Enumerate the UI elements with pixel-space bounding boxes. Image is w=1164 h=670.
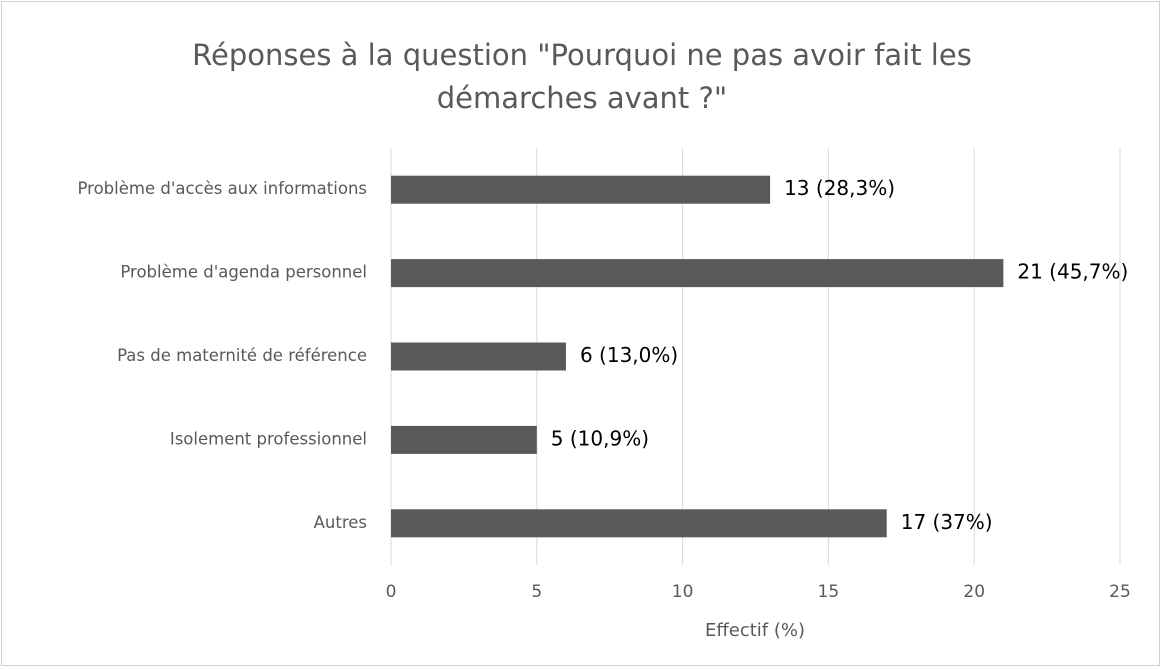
data-label: 21 (45,7%) — [1017, 260, 1128, 284]
x-tick-label: 0 — [386, 582, 397, 602]
y-tick-label: Pas de maternité de référence — [117, 346, 367, 365]
x-axis-label: Effectif (%) — [705, 620, 805, 641]
x-tick-label: 25 — [1109, 582, 1131, 602]
x-tick-label: 10 — [672, 582, 694, 602]
x-tick-label: 5 — [531, 582, 542, 602]
data-label: 6 (13,0%) — [580, 343, 678, 367]
bar — [391, 259, 1004, 288]
chart-title: Réponses à la question "Pourquoi ne pas … — [192, 38, 972, 115]
bar — [391, 342, 566, 371]
y-tick-label: Problème d'agenda personnel — [120, 263, 367, 282]
y-tick-label: Problème d'accès aux informations — [77, 179, 367, 198]
data-label: 17 (37%) — [901, 510, 993, 534]
y-tick-label: Autres — [314, 513, 367, 532]
data-label: 13 (28,3%) — [784, 176, 895, 200]
bar — [391, 425, 537, 454]
bar — [391, 509, 887, 538]
x-tick-label: 15 — [818, 582, 840, 602]
y-tick-label: Isolement professionnel — [170, 429, 367, 448]
x-tick-label: 20 — [963, 582, 985, 602]
data-label: 5 (10,9%) — [551, 426, 649, 450]
bar — [391, 175, 771, 204]
